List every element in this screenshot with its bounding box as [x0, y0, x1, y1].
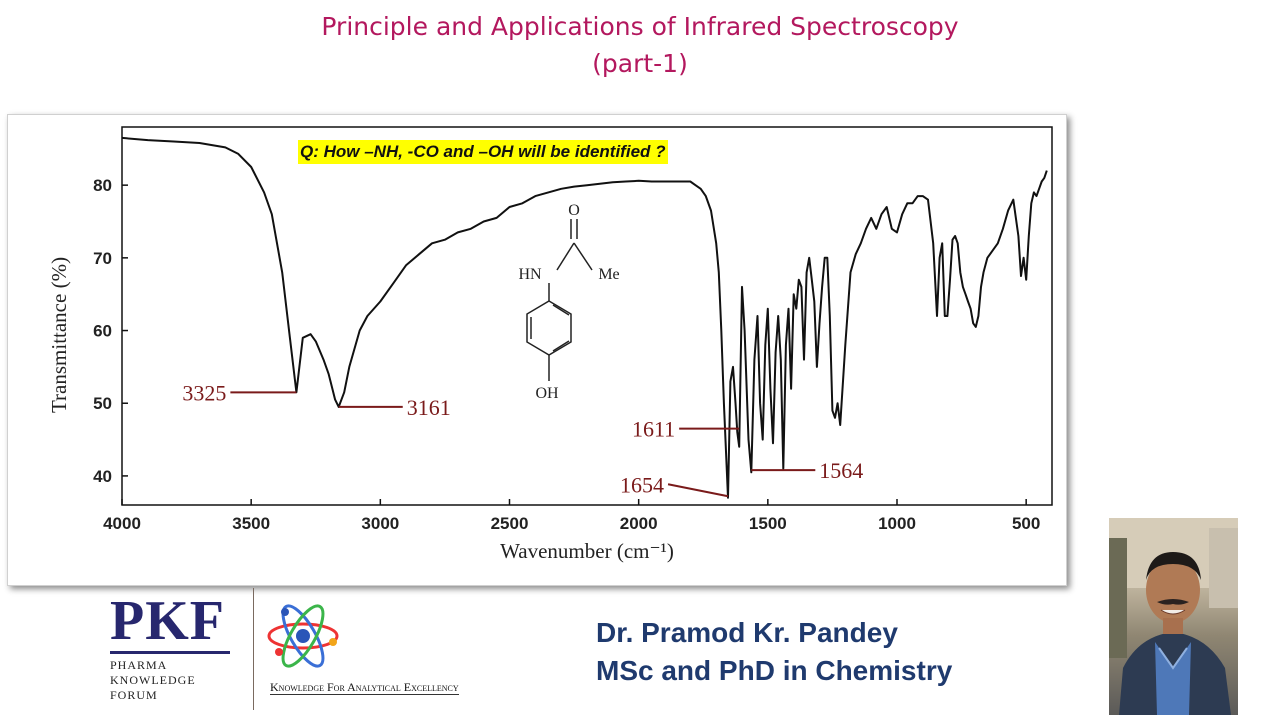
- author-photo-illustration: [1109, 518, 1238, 715]
- x-tick-label: 4000: [103, 514, 141, 533]
- pkf-logo-sub-1: Pharma: [110, 658, 168, 672]
- molecule-nh: HN: [518, 266, 542, 283]
- atom-icon: [267, 604, 339, 668]
- x-axis-label: Wavenumber (cm⁻¹): [500, 539, 674, 563]
- plot-area-border: [121, 126, 1053, 506]
- tagline: Knowledge For Analytical Excellency: [270, 680, 459, 695]
- molecule-hydroxyl: OH: [535, 385, 559, 402]
- peak-label: 1654: [620, 472, 664, 497]
- tagline-text: Knowledge For Analytical Excellency: [270, 680, 459, 695]
- author-name: Dr. Pramod Kr. Pandey: [596, 617, 898, 648]
- pkf-logo-bar: [110, 651, 230, 654]
- author-degree: MSc and PhD in Chemistry: [596, 655, 953, 686]
- y-tick-label: 70: [93, 249, 112, 268]
- y-tick-label: 80: [93, 176, 112, 195]
- peak-label: 3325: [182, 380, 226, 405]
- x-tick-label: 1500: [749, 514, 787, 533]
- pkf-logo-text: PKF: [110, 590, 225, 652]
- ir-spectrum-chart: 4000 3500 3000 2500 2000 1500 1000 500 40 50 60 70…: [7, 114, 1067, 586]
- pkf-logo-sub-2: knowledge: [110, 673, 196, 687]
- x-tick-label: 3000: [361, 514, 399, 533]
- peak-label: 3161: [407, 395, 451, 420]
- y-tick-label: 60: [93, 322, 112, 341]
- molecule-carbonyl-o: O: [568, 202, 580, 219]
- pkf-logo: PKF Pharma knowledge forum: [110, 593, 235, 703]
- molecule-structure: [526, 219, 593, 381]
- x-tick-label: 1000: [878, 514, 916, 533]
- spectrum-line: [121, 136, 1048, 499]
- peak-label: 1611: [632, 417, 675, 442]
- x-tick-label: 3500: [232, 514, 270, 533]
- y-axis-label: Transmittance (%): [47, 257, 71, 413]
- peak-label: 1564: [819, 458, 863, 483]
- question-highlight: Q: How –NH, -CO and –OH will be identifi…: [298, 140, 668, 164]
- x-tick-label: 2500: [491, 514, 529, 533]
- y-tick-label: 50: [93, 394, 112, 413]
- ir-spectrum-svg: 4000 3500 3000 2500 2000 1500 1000 500 40 50 60 70…: [47, 126, 1053, 563]
- y-tick-label: 40: [93, 467, 112, 486]
- slide-title-line2: (part-1): [592, 49, 688, 78]
- author-photo: [1109, 518, 1238, 715]
- pkf-logo-sub-3: forum: [110, 688, 158, 702]
- footer-divider: [253, 588, 254, 710]
- x-tick-label: 2000: [620, 514, 658, 533]
- slide-title-line1: Principle and Applications of Infrared S…: [321, 12, 959, 41]
- molecule-methyl: Me: [598, 266, 619, 283]
- peak-leader-line: [667, 483, 729, 498]
- x-tick-label: 500: [1012, 514, 1040, 533]
